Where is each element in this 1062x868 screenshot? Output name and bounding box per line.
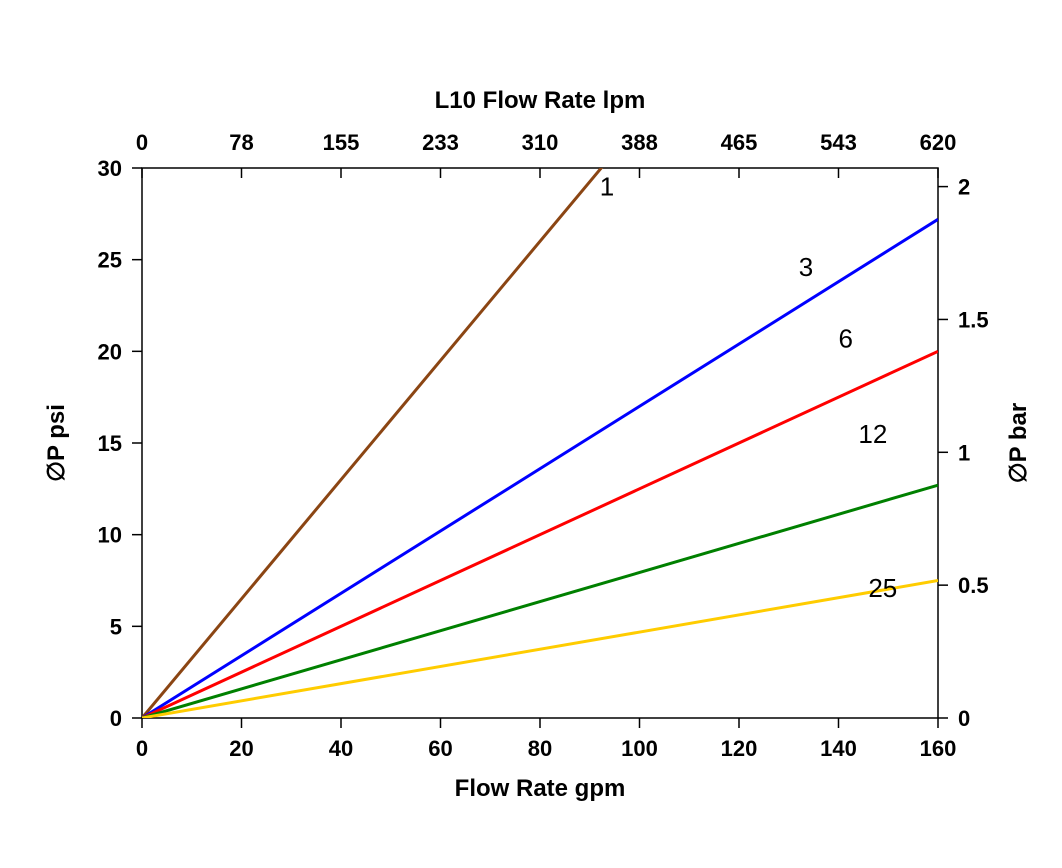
series-label-3: 3 <box>799 252 813 282</box>
y-right-axis-title: ∅P bar <box>1005 403 1032 484</box>
series-label-1: 1 <box>600 172 614 202</box>
y-right-tick-label: 1 <box>958 440 970 465</box>
y-left-tick-label: 0 <box>110 706 122 731</box>
x-bottom-tick-label: 20 <box>229 736 253 761</box>
x-top-tick-label: 155 <box>323 130 360 155</box>
x-top-axis-title: L10 Flow Rate lpm <box>435 87 646 114</box>
x-top-tick-label: 465 <box>721 130 758 155</box>
series-line-3 <box>142 219 938 718</box>
x-bottom-tick-label: 80 <box>528 736 552 761</box>
series-label-6: 6 <box>839 324 853 354</box>
y-left-tick-label: 15 <box>98 431 122 456</box>
y-right-tick-label: 1.5 <box>958 307 989 332</box>
x-bottom-tick-label: 60 <box>428 736 452 761</box>
line-chart: 0204060801001201401600781552333103884655… <box>0 0 1062 868</box>
y-left-tick-label: 25 <box>98 248 122 273</box>
y-left-tick-label: 5 <box>110 614 122 639</box>
x-top-tick-label: 78 <box>229 130 253 155</box>
y-left-tick-label: 30 <box>98 156 122 181</box>
x-bottom-tick-label: 140 <box>820 736 857 761</box>
y-right-tick-label: 0.5 <box>958 573 989 598</box>
series-label-12: 12 <box>858 419 887 449</box>
y-left-axis-title: ∅P psi <box>43 404 70 482</box>
x-bottom-tick-label: 40 <box>329 736 353 761</box>
y-right-tick-label: 2 <box>958 175 970 200</box>
series-line-6 <box>142 351 938 718</box>
x-bottom-tick-label: 100 <box>621 736 658 761</box>
series-label-25: 25 <box>868 573 897 603</box>
x-bottom-tick-label: 120 <box>721 736 758 761</box>
plot-area <box>142 168 938 718</box>
x-top-tick-label: 0 <box>136 130 148 155</box>
x-bottom-tick-label: 160 <box>920 736 957 761</box>
y-left-tick-label: 20 <box>98 339 122 364</box>
chart-container: 0204060801001201401600781552333103884655… <box>0 0 1062 868</box>
x-top-tick-label: 310 <box>522 130 559 155</box>
x-bottom-axis-title: Flow Rate gpm <box>455 775 626 802</box>
x-top-tick-label: 543 <box>820 130 857 155</box>
x-bottom-tick-label: 0 <box>136 736 148 761</box>
x-top-tick-label: 388 <box>621 130 658 155</box>
x-top-tick-label: 620 <box>920 130 957 155</box>
y-left-tick-label: 10 <box>98 523 122 548</box>
y-right-tick-label: 0 <box>958 706 970 731</box>
x-top-tick-label: 233 <box>422 130 459 155</box>
